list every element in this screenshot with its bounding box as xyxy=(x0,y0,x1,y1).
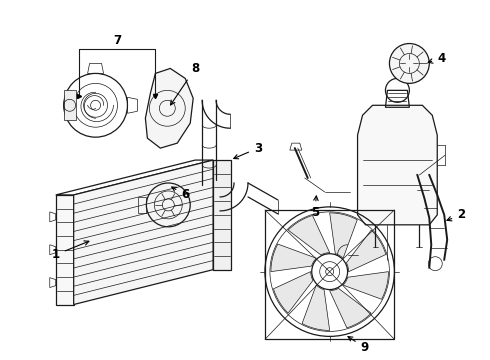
Polygon shape xyxy=(74,160,213,305)
Text: 2: 2 xyxy=(447,208,465,221)
Polygon shape xyxy=(271,244,317,272)
Text: 7: 7 xyxy=(113,34,121,47)
Polygon shape xyxy=(346,230,386,272)
Text: 9: 9 xyxy=(348,337,368,354)
Polygon shape xyxy=(330,213,357,258)
Polygon shape xyxy=(213,160,231,270)
Text: 1: 1 xyxy=(51,241,89,261)
Polygon shape xyxy=(330,288,371,328)
Text: 6: 6 xyxy=(172,187,189,202)
Text: 8: 8 xyxy=(171,62,199,105)
Circle shape xyxy=(390,44,429,84)
Polygon shape xyxy=(343,272,389,299)
Text: 3: 3 xyxy=(234,141,262,159)
Polygon shape xyxy=(273,271,313,313)
Polygon shape xyxy=(288,215,330,255)
Polygon shape xyxy=(64,90,75,120)
Polygon shape xyxy=(56,195,74,305)
Text: 4: 4 xyxy=(428,52,445,65)
Polygon shape xyxy=(146,68,193,148)
Polygon shape xyxy=(358,105,437,225)
Polygon shape xyxy=(302,285,330,330)
Text: 5: 5 xyxy=(311,196,319,219)
